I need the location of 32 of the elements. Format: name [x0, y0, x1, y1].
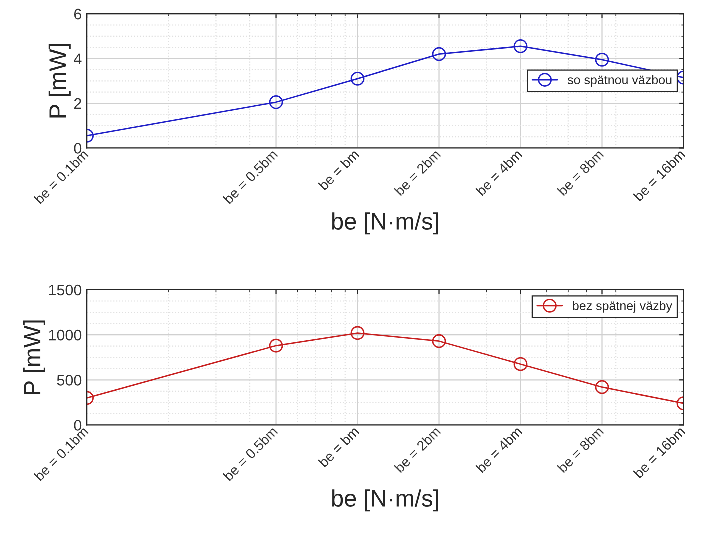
x-tick-label: be = 4bm: [476, 149, 523, 196]
x-tick-label: be = bm: [318, 149, 360, 191]
x-tick-label: be = 2bm: [394, 426, 442, 474]
point: [269, 95, 284, 110]
x-tick-label: be = 2bm: [394, 149, 442, 196]
y-axis-title: P [mW]: [23, 320, 46, 394]
legend-label: so spätnou väzbou: [568, 75, 672, 87]
point: [269, 338, 284, 353]
x-tick-label: be = 8bm: [557, 426, 604, 474]
point: [595, 380, 610, 394]
point: [595, 52, 610, 67]
point: [350, 326, 365, 340]
point: [432, 334, 446, 348]
y-tick-label: 2: [74, 98, 82, 110]
x-tick-label: be = 4bm: [476, 426, 523, 474]
point: [432, 47, 446, 62]
y-tick-label: 1500: [49, 284, 82, 296]
y-tick-label: 0: [74, 420, 82, 431]
point: [514, 40, 528, 54]
point: [514, 357, 528, 372]
x-tick-label: be = bm: [318, 426, 360, 468]
point: [350, 72, 365, 86]
x-axis-title: be [N·m/s]: [332, 212, 438, 235]
x-axis-title: be [N·m/s]: [332, 490, 438, 512]
y-tick-label: 500: [57, 375, 82, 386]
legend-label: bez spätnej väzby: [573, 301, 672, 313]
y-tick-label: 6: [74, 8, 82, 20]
y-axis-title: P [mW]: [48, 44, 71, 118]
x-tick-label: be = 8bm: [557, 149, 604, 196]
y-tick-label: 0: [74, 143, 82, 154]
y-tick-label: 4: [74, 54, 82, 64]
y-tick-label: 1000: [49, 330, 82, 341]
